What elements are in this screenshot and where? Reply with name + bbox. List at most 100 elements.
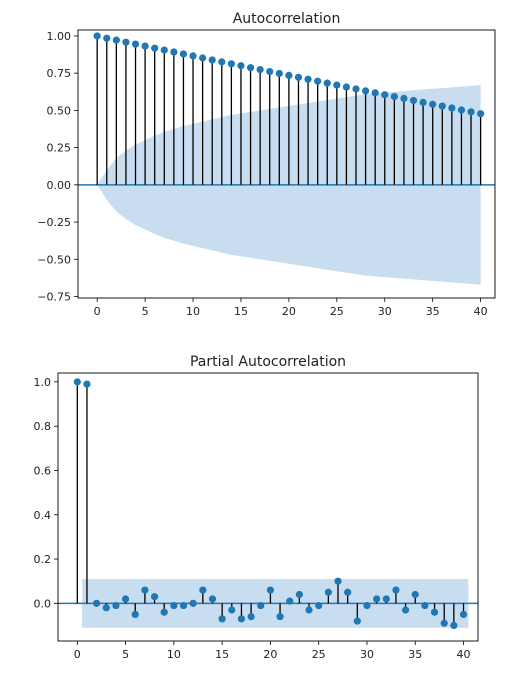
stem-marker xyxy=(276,613,284,621)
axes-frame xyxy=(77,29,496,299)
stem-marker xyxy=(257,601,265,610)
y-tick-label: 0.8 xyxy=(34,420,52,433)
y-tick-label: 1.0 xyxy=(34,376,52,389)
stem-marker xyxy=(353,617,361,625)
stem-marker xyxy=(218,615,226,623)
chart-title: Autocorrelation xyxy=(233,11,341,27)
stem-marker xyxy=(112,601,120,610)
stem-marker xyxy=(151,44,159,52)
acf-panel: 0 5 10 15 20 25 30 35 40 1.00 0.75 0.50 0.25 0.00 −0.2… xyxy=(37,11,496,318)
stem-marker xyxy=(409,96,418,105)
stem-marker xyxy=(141,42,149,50)
stem-marker xyxy=(457,106,466,114)
stem-marker xyxy=(275,69,283,78)
x-tick-label: 10 xyxy=(167,648,181,661)
stem-marker xyxy=(227,60,235,68)
chart-title: Partial Autocorrelation xyxy=(190,354,346,370)
stem-marker xyxy=(160,46,168,54)
stem-marker xyxy=(450,621,458,630)
stem-marker xyxy=(208,595,217,603)
stem-marker xyxy=(400,94,408,103)
stem-marker xyxy=(121,595,130,603)
x-tick-label: 40 xyxy=(457,648,471,661)
stem-marker xyxy=(382,595,390,603)
stem-marker xyxy=(305,606,313,614)
stem-marker xyxy=(199,586,207,594)
x-tick-label: 40 xyxy=(474,305,488,318)
stem-marker xyxy=(246,64,255,72)
stem-marker xyxy=(199,54,207,62)
x-tick-label: 0 xyxy=(94,305,101,318)
stem-marker xyxy=(363,601,371,610)
stem-marker xyxy=(361,87,370,95)
stem-marker xyxy=(440,619,448,627)
stem-marker xyxy=(93,599,101,607)
y-tick-label: −0.75 xyxy=(37,291,71,304)
stem-marker xyxy=(286,597,294,605)
y-tick-label: −0.50 xyxy=(37,253,71,266)
stem-marker xyxy=(131,40,140,48)
stem-marker xyxy=(459,610,468,619)
y-tick-label: 0.50 xyxy=(47,104,72,117)
stem-marker xyxy=(237,615,246,623)
stem-marker xyxy=(208,56,216,64)
stem-marker xyxy=(344,588,352,596)
stem-marker xyxy=(294,73,303,81)
x-tick-label: 20 xyxy=(263,648,277,661)
stem-marker xyxy=(160,608,168,616)
stem-marker xyxy=(314,77,322,85)
y-tick-label: 0.6 xyxy=(34,464,52,477)
stem-marker xyxy=(411,590,419,599)
x-tick-label: 20 xyxy=(282,305,296,318)
stem-marker xyxy=(333,81,341,89)
y-tick-label: 1.00 xyxy=(47,30,72,43)
stem-marker xyxy=(103,34,111,42)
stem-marker xyxy=(131,610,139,619)
stem-marker xyxy=(102,604,110,612)
stem-marker xyxy=(324,588,332,596)
x-tick-label: 10 xyxy=(186,305,200,318)
y-tick-label: 0.2 xyxy=(34,553,52,566)
stem-marker xyxy=(218,58,226,66)
stem-marker xyxy=(237,62,245,70)
x-tick-label: 0 xyxy=(74,648,81,661)
stem-marker xyxy=(150,593,159,601)
stem-marker xyxy=(371,89,379,97)
x-tick-label: 5 xyxy=(122,648,129,661)
stem-marker xyxy=(266,586,275,594)
stem-marker xyxy=(352,85,360,93)
stem-marker xyxy=(228,606,236,614)
stem-marker xyxy=(342,83,351,91)
stem-marker xyxy=(189,599,197,607)
x-tick-label: 25 xyxy=(330,305,344,318)
stem-marker xyxy=(247,613,255,621)
stem-marker xyxy=(438,102,446,110)
stem-marker xyxy=(477,110,485,118)
y-tick-label: 0.00 xyxy=(47,179,72,192)
stem-marker xyxy=(170,601,178,610)
stem-marker xyxy=(315,601,323,610)
stem-marker xyxy=(430,608,439,616)
stem-marker xyxy=(83,380,91,388)
x-tick-label: 15 xyxy=(234,305,248,318)
stem-marker xyxy=(421,601,429,610)
y-tick-label: 0.0 xyxy=(34,597,52,610)
stem-marker xyxy=(256,66,264,74)
stem-marker xyxy=(392,586,400,594)
stem-marker xyxy=(189,52,197,60)
x-tick-label: 35 xyxy=(408,648,422,661)
stem-marker xyxy=(448,104,456,112)
stem-marker xyxy=(390,92,398,101)
pacf-panel: 0 5 10 15 20 25 30 35 40 1.0 0.8 0.6 0.4 0.2 0.0 Partia… xyxy=(34,354,479,661)
stem-marker xyxy=(93,32,101,40)
stem-marker xyxy=(419,98,427,106)
stem-marker xyxy=(266,67,274,76)
stem-marker xyxy=(373,595,381,603)
stem-marker xyxy=(323,79,331,87)
stem-marker xyxy=(401,606,410,614)
stem-marker xyxy=(304,75,312,83)
x-tick-label: 30 xyxy=(360,648,374,661)
x-tick-label: 30 xyxy=(378,305,392,318)
stem-marker xyxy=(122,38,130,46)
